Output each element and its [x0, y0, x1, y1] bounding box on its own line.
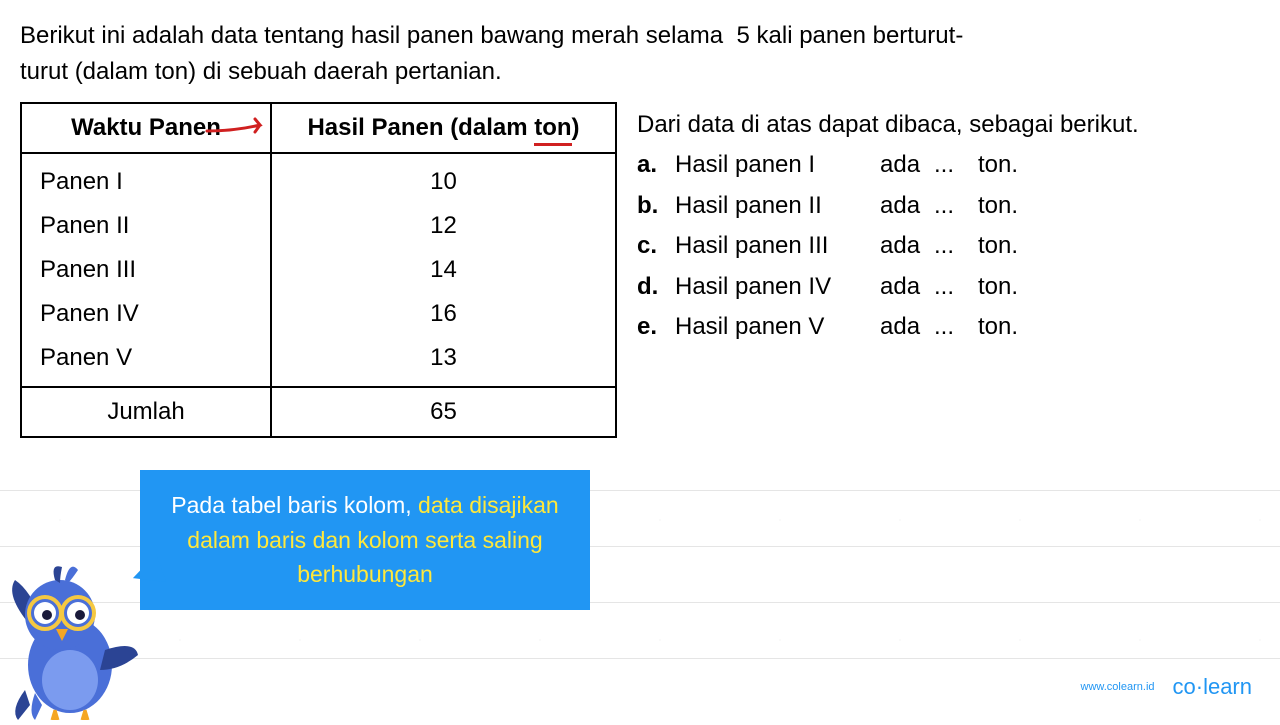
list-item: a. Hasil panen I ada ... ton. [637, 146, 1139, 184]
item-unit: ton. [978, 227, 1018, 265]
intro-text-1b: kali panen berturut- [757, 22, 964, 49]
speech-bubble: Pada tabel baris kolom, data disajikan d… [140, 470, 590, 610]
item-unit: ton. [978, 187, 1018, 225]
list-item: e. Hasil panen V ada ... ton. [637, 308, 1139, 346]
row-value: 14 [271, 248, 616, 292]
item-letter: c. [637, 227, 675, 265]
header-hasil-prefix: Hasil Panen (dalam [307, 114, 534, 141]
table-row: Panen I 10 [21, 153, 616, 204]
item-ada: ada [880, 308, 934, 346]
item-label: Hasil panen III [675, 227, 880, 265]
row-label: Panen V [21, 336, 271, 387]
header-hasil-unit: ton [534, 114, 571, 146]
brand-area: www.colearn.id co·learn [1081, 674, 1252, 700]
content-area: Berikut ini adalah data tentang hasil pa… [0, 0, 1280, 456]
item-dots: ... [934, 308, 978, 346]
questions-intro: Dari data di atas dapat dibaca, sebagai … [637, 106, 1139, 144]
row-label: Panen II [21, 204, 271, 248]
mascot-bird-icon [0, 555, 140, 720]
total-label: Jumlah [21, 387, 271, 437]
header-hasil-suffix: ) [572, 114, 580, 141]
item-dots: ... [934, 187, 978, 225]
bubble-text-1: Pada tabel baris kolom, [171, 492, 418, 518]
brand-url: www.colearn.id [1081, 681, 1155, 693]
row-value: 16 [271, 292, 616, 336]
item-letter: e. [637, 308, 675, 346]
table-header-hasil: Hasil Panen (dalam ton) [271, 103, 616, 153]
table-row: Panen II 12 [21, 204, 616, 248]
item-ada: ada [880, 268, 934, 306]
intro-number: 5 [736, 22, 749, 49]
item-label: Hasil panen I [675, 146, 880, 184]
row-label: Panen III [21, 248, 271, 292]
intro-paragraph: Berikut ini adalah data tentang hasil pa… [20, 18, 1260, 90]
item-unit: ton. [978, 308, 1018, 346]
item-dots: ... [934, 268, 978, 306]
table-row: Panen IV 16 [21, 292, 616, 336]
item-letter: b. [637, 187, 675, 225]
brand-logo: co·learn [1173, 674, 1252, 700]
item-unit: ton. [978, 146, 1018, 184]
row-label: Panen IV [21, 292, 271, 336]
list-item: d. Hasil panen IV ada ... ton. [637, 268, 1139, 306]
table-total-row: Jumlah 65 [21, 387, 616, 437]
item-letter: a. [637, 146, 675, 184]
questions-block: Dari data di atas dapat dibaca, sebagai … [637, 102, 1139, 438]
main-row: Waktu Panen Hasil Panen (dalam ton) Pane… [20, 102, 1260, 438]
item-letter: d. [637, 268, 675, 306]
intro-text-1: Berikut ini adalah data tentang hasil pa… [20, 22, 723, 49]
list-item: c. Hasil panen III ada ... ton. [637, 227, 1139, 265]
item-label: Hasil panen II [675, 187, 880, 225]
row-label: Panen I [21, 153, 271, 204]
item-dots: ... [934, 227, 978, 265]
item-dots: ... [934, 146, 978, 184]
table-row: Panen III 14 [21, 248, 616, 292]
row-value: 10 [271, 153, 616, 204]
item-unit: ton. [978, 268, 1018, 306]
row-value: 12 [271, 204, 616, 248]
item-ada: ada [880, 227, 934, 265]
item-ada: ada [880, 146, 934, 184]
total-value: 65 [271, 387, 616, 437]
harvest-table-container: Waktu Panen Hasil Panen (dalam ton) Pane… [20, 102, 617, 438]
table-header-waktu: Waktu Panen [21, 103, 271, 153]
list-item: b. Hasil panen II ada ... ton. [637, 187, 1139, 225]
harvest-table: Waktu Panen Hasil Panen (dalam ton) Pane… [20, 102, 617, 438]
intro-text-2: turut (dalam ton) di sebuah daerah perta… [20, 58, 502, 85]
table-row: Panen V 13 [21, 336, 616, 387]
item-label: Hasil panen V [675, 308, 880, 346]
row-value: 13 [271, 336, 616, 387]
item-ada: ada [880, 187, 934, 225]
item-label: Hasil panen IV [675, 268, 880, 306]
